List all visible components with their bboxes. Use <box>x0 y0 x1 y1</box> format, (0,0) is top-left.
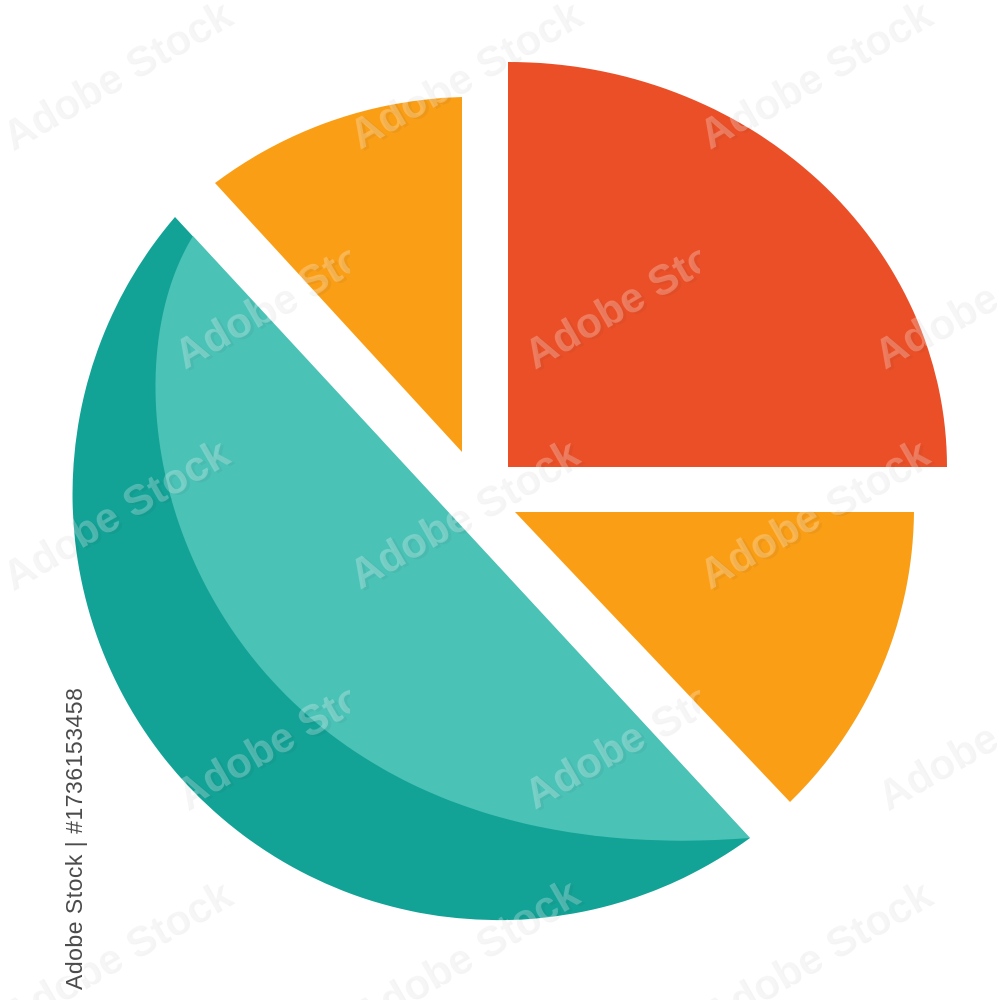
watermark-id-text: Adobe Stock | #1736153458 <box>61 688 87 990</box>
